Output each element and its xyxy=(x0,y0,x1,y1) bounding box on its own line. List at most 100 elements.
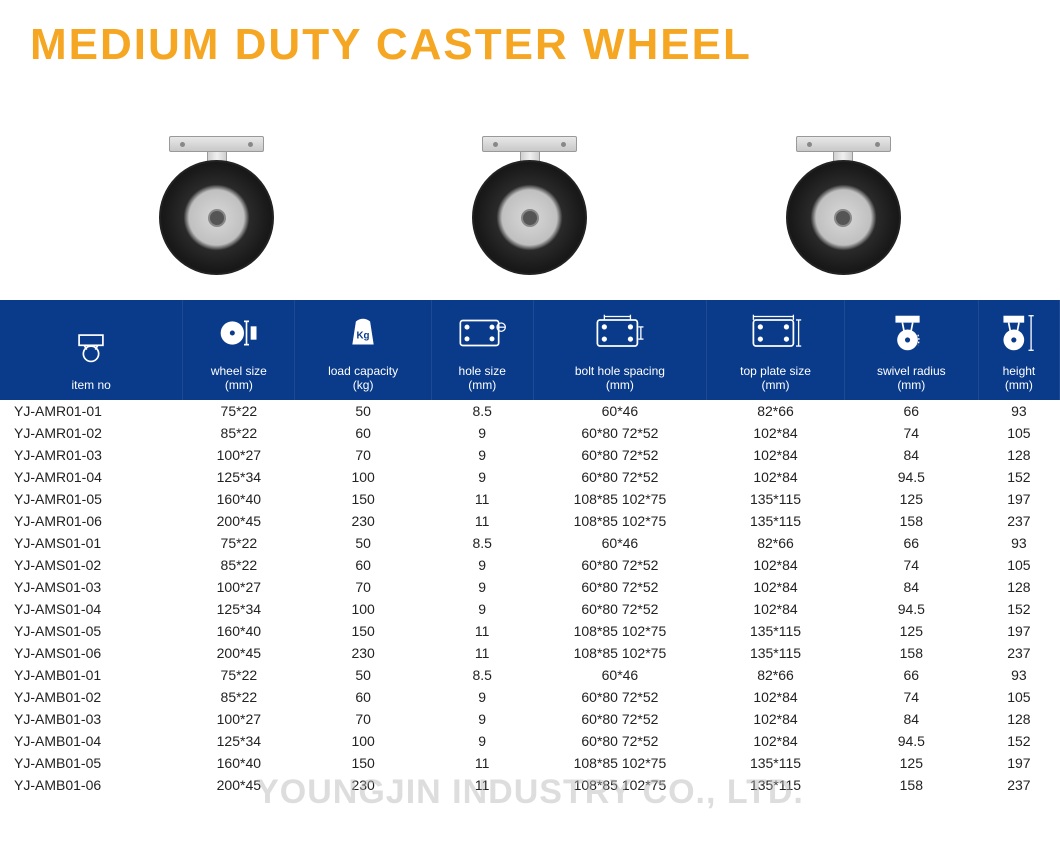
table-cell: 50 xyxy=(295,400,431,422)
table-cell: 50 xyxy=(295,664,431,686)
table-cell: 84 xyxy=(844,444,978,466)
table-row: YJ-AMS01-05160*4015011108*85 102*75135*1… xyxy=(0,620,1060,642)
table-cell: 102*84 xyxy=(707,598,845,620)
table-cell: 128 xyxy=(978,444,1059,466)
column-label: bolt hole spacing (mm) xyxy=(538,364,703,392)
height-icon xyxy=(983,308,1055,358)
table-row: YJ-AMS01-0175*22508.560*4682*666693 xyxy=(0,532,1060,554)
table-row: YJ-AMS01-03100*2770960*80 72*52102*84841… xyxy=(0,576,1060,598)
product-images-row xyxy=(0,80,1060,300)
table-cell: 82*66 xyxy=(707,664,845,686)
table-cell: 100 xyxy=(295,598,431,620)
table-cell: 93 xyxy=(978,400,1059,422)
table-cell: 197 xyxy=(978,752,1059,774)
table-cell: 60 xyxy=(295,422,431,444)
table-cell: 135*115 xyxy=(707,510,845,532)
column-label: top plate size (mm) xyxy=(711,364,840,392)
table-cell: 75*22 xyxy=(183,400,295,422)
table-cell: YJ-AMB01-03 xyxy=(0,708,183,730)
table-cell: 100 xyxy=(295,466,431,488)
table-cell: 60*80 72*52 xyxy=(533,576,707,598)
column-header: top plate size (mm) xyxy=(707,300,845,400)
table-cell: 108*85 102*75 xyxy=(533,774,707,796)
table-cell: YJ-AMR01-05 xyxy=(0,488,183,510)
table-cell: 158 xyxy=(844,642,978,664)
table-cell: 60*80 72*52 xyxy=(533,708,707,730)
table-cell: 60*80 72*52 xyxy=(533,422,707,444)
table-cell: 70 xyxy=(295,576,431,598)
table-cell: 160*40 xyxy=(183,488,295,510)
column-label: load capacity (kg) xyxy=(299,364,426,392)
table-cell: 60*80 72*52 xyxy=(533,466,707,488)
table-cell: 150 xyxy=(295,488,431,510)
column-label: item no xyxy=(4,378,178,392)
table-cell: 74 xyxy=(844,554,978,576)
table-cell: 60*46 xyxy=(533,400,707,422)
table-cell: 152 xyxy=(978,598,1059,620)
table-cell: 9 xyxy=(431,686,533,708)
table-cell: 160*40 xyxy=(183,620,295,642)
table-cell: 93 xyxy=(978,532,1059,554)
table-row: YJ-AMS01-0285*2260960*80 72*52102*847410… xyxy=(0,554,1060,576)
table-cell: 84 xyxy=(844,576,978,598)
table-cell: 60*46 xyxy=(533,532,707,554)
column-header: bolt hole spacing (mm) xyxy=(533,300,707,400)
load-capacity-icon: Kg xyxy=(299,308,426,358)
column-header: Kg load capacity (kg) xyxy=(295,300,431,400)
item-no-icon xyxy=(4,322,178,372)
table-cell: YJ-AMS01-05 xyxy=(0,620,183,642)
table-cell: 70 xyxy=(295,444,431,466)
table-cell: 237 xyxy=(978,774,1059,796)
table-cell: 93 xyxy=(978,664,1059,686)
table-cell: 66 xyxy=(844,664,978,686)
table-cell: YJ-AMB01-04 xyxy=(0,730,183,752)
table-cell: 200*45 xyxy=(183,642,295,664)
table-cell: 94.5 xyxy=(844,730,978,752)
table-cell: 230 xyxy=(295,642,431,664)
table-cell: 158 xyxy=(844,774,978,796)
table-row: YJ-AMR01-05160*4015011108*85 102*75135*1… xyxy=(0,488,1060,510)
table-cell: YJ-AMR01-06 xyxy=(0,510,183,532)
table-cell: 11 xyxy=(431,620,533,642)
table-cell: 125 xyxy=(844,488,978,510)
table-cell: 85*22 xyxy=(183,686,295,708)
column-label: wheel size (mm) xyxy=(187,364,290,392)
table-cell: 152 xyxy=(978,730,1059,752)
table-cell: 237 xyxy=(978,642,1059,664)
caster-image-fixed xyxy=(159,136,274,275)
table-row: YJ-AMB01-0285*2260960*80 72*52102*847410… xyxy=(0,686,1060,708)
bolt-spacing-icon xyxy=(538,308,703,358)
table-cell: YJ-AMB01-05 xyxy=(0,752,183,774)
table-cell: 8.5 xyxy=(431,664,533,686)
table-cell: 150 xyxy=(295,752,431,774)
table-row: YJ-AMB01-05160*4015011108*85 102*75135*1… xyxy=(0,752,1060,774)
table-cell: 102*84 xyxy=(707,730,845,752)
page-title: MEDIUM DUTY CASTER WHEEL xyxy=(0,0,1060,80)
table-cell: 135*115 xyxy=(707,642,845,664)
table-row: YJ-AMR01-04125*34100960*80 72*52102*8494… xyxy=(0,466,1060,488)
table-cell: 100 xyxy=(295,730,431,752)
table-cell: 82*66 xyxy=(707,400,845,422)
column-header: height (mm) xyxy=(978,300,1059,400)
table-cell: 8.5 xyxy=(431,400,533,422)
column-label: swivel radius (mm) xyxy=(849,364,974,392)
hole-size-icon xyxy=(436,308,529,358)
wheel-size-icon xyxy=(187,308,290,358)
table-cell: 200*45 xyxy=(183,510,295,532)
table-cell: 108*85 102*75 xyxy=(533,510,707,532)
table-cell: 9 xyxy=(431,730,533,752)
table-cell: 60*80 72*52 xyxy=(533,444,707,466)
table-cell: 11 xyxy=(431,752,533,774)
table-cell: 66 xyxy=(844,400,978,422)
table-cell: 85*22 xyxy=(183,422,295,444)
table-cell: 60*46 xyxy=(533,664,707,686)
table-cell: YJ-AMB01-02 xyxy=(0,686,183,708)
table-cell: 100*27 xyxy=(183,708,295,730)
table-cell: 60*80 72*52 xyxy=(533,730,707,752)
table-cell: 158 xyxy=(844,510,978,532)
table-cell: 60 xyxy=(295,686,431,708)
table-cell: 125 xyxy=(844,620,978,642)
table-cell: 108*85 102*75 xyxy=(533,620,707,642)
svg-text:Kg: Kg xyxy=(357,330,370,341)
table-cell: 100*27 xyxy=(183,576,295,598)
